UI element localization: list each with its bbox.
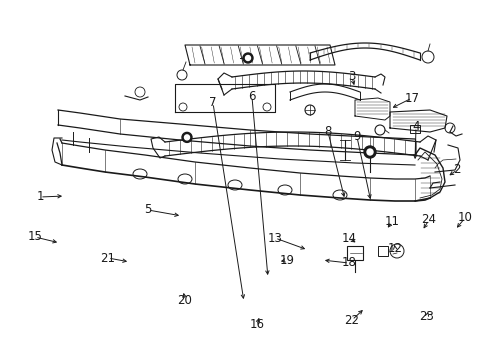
Text: 17: 17	[404, 91, 419, 104]
Text: 11: 11	[384, 216, 399, 229]
Text: 21: 21	[101, 252, 115, 265]
Text: 15: 15	[27, 230, 42, 243]
Text: 23: 23	[419, 310, 433, 323]
Text: 9: 9	[352, 130, 360, 144]
Text: 6: 6	[248, 90, 255, 104]
Text: 7: 7	[209, 96, 216, 109]
Text: 16: 16	[249, 319, 264, 332]
Text: 2: 2	[452, 163, 460, 176]
Circle shape	[182, 132, 192, 143]
Text: 10: 10	[457, 211, 471, 225]
Circle shape	[366, 149, 372, 155]
Circle shape	[363, 146, 375, 158]
Text: 8: 8	[324, 126, 331, 139]
Circle shape	[245, 55, 250, 60]
Text: 22: 22	[344, 314, 359, 327]
Text: 12: 12	[386, 242, 402, 255]
Circle shape	[184, 135, 189, 140]
Text: 20: 20	[177, 293, 192, 306]
Text: 14: 14	[341, 231, 356, 244]
Text: 1: 1	[36, 190, 43, 203]
Text: 3: 3	[347, 71, 355, 84]
Text: 5: 5	[144, 203, 151, 216]
Text: 4: 4	[411, 121, 419, 134]
Text: 19: 19	[279, 253, 294, 266]
Text: 13: 13	[267, 231, 282, 244]
Text: 24: 24	[421, 213, 436, 226]
Text: 18: 18	[341, 256, 356, 270]
Circle shape	[243, 53, 252, 63]
